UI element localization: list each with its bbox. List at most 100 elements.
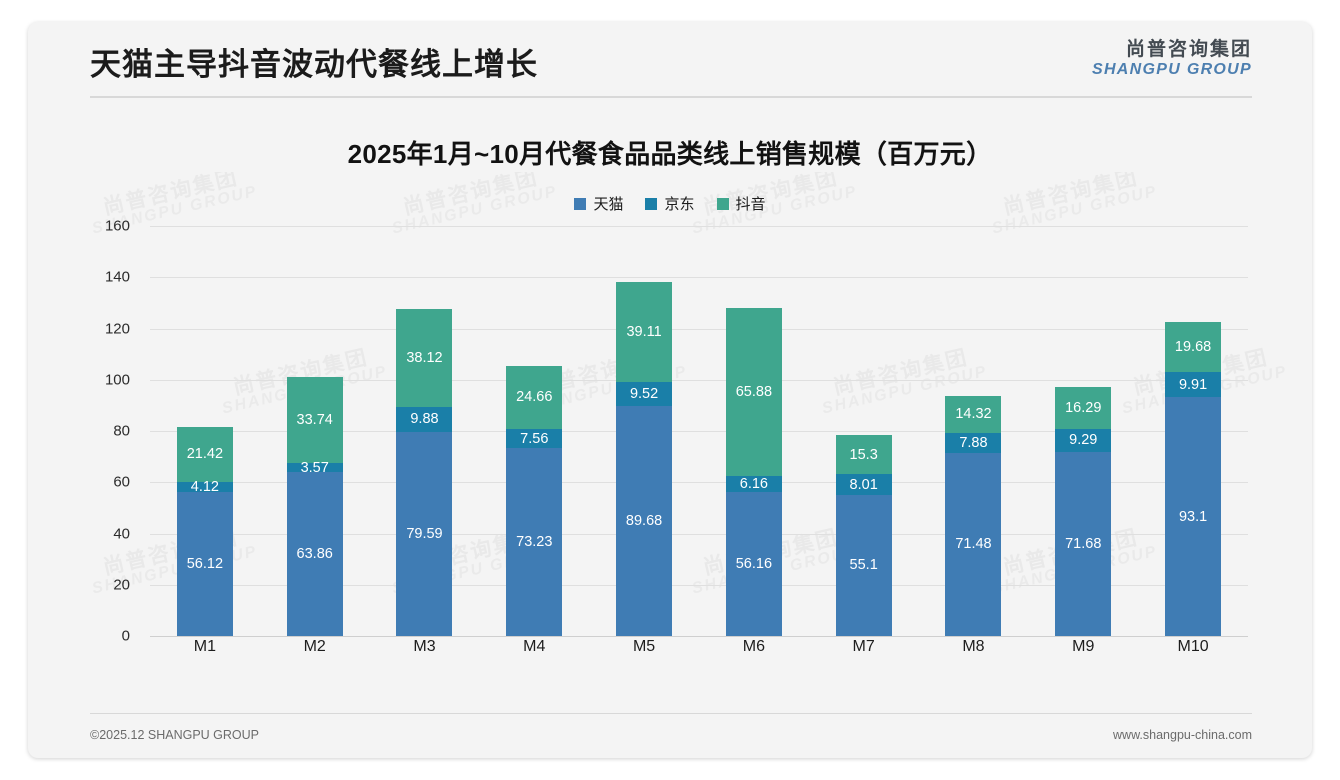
bar-segment-天猫-M4[interactable]: 73.23 — [506, 448, 563, 636]
bar-segment-抖音-M4[interactable]: 24.66 — [506, 365, 563, 429]
gridline — [150, 277, 1248, 279]
chart-x-axis: M1 M2 M3 M4 M5 M6 M7 M8 M9 M10 — [150, 638, 1248, 656]
bar-column-M7[interactable]: 15.3 8.01 55.1 — [835, 226, 892, 636]
legend-label: 京东 — [664, 196, 695, 213]
bar-value-label: 14.32 — [955, 406, 992, 423]
brand-logo: 尚普咨询集团 SHANGPU GROUP — [1092, 39, 1252, 82]
legend-label: 天猫 — [593, 196, 624, 213]
y-axis-tick-label: 0 — [121, 627, 130, 645]
legend-swatch-icon — [574, 197, 587, 210]
bar-value-label: 38.12 — [406, 349, 443, 366]
bar-segment-天猫-M9[interactable]: 71.68 — [1055, 452, 1112, 636]
bar-segment-抖音-M1[interactable]: 21.42 — [176, 426, 233, 482]
bar-column-M8[interactable]: 14.32 7.88 71.48 — [945, 226, 1002, 636]
bar-value-label: 9.29 — [1069, 432, 1098, 449]
x-axis-tick-label: M8 — [962, 638, 985, 655]
bar-segment-京东-M4[interactable]: 7.56 — [506, 429, 563, 449]
bar-column-M10[interactable]: 19.68 9.91 93.1 — [1165, 226, 1222, 636]
bar-value-label: 71.68 — [1065, 536, 1102, 553]
bar-segment-天猫-M6[interactable]: 56.16 — [725, 492, 782, 636]
chart-y-axis: 0 20 40 60 80 100 120 140 160 — [92, 218, 140, 645]
bar-value-label: 56.12 — [186, 556, 224, 573]
page-title: 天猫主导抖音波动代餐线上增长 — [90, 46, 538, 82]
chart-gridlines — [150, 226, 1248, 637]
gridline — [150, 636, 1248, 637]
bar-column-M5[interactable]: 39.11 9.52 89.68 — [616, 226, 673, 636]
bar-value-label: 24.66 — [516, 389, 553, 406]
footer-copyright: ©2025.12 SHANGPU GROUP — [90, 728, 259, 742]
bar-segment-京东-M2[interactable]: 3.57 — [286, 460, 343, 476]
bar-column-M4[interactable]: 24.66 7.56 73.23 — [506, 226, 563, 636]
bar-value-label: 9.91 — [1178, 376, 1208, 393]
bar-value-label: 3.57 — [300, 459, 329, 476]
gridline — [150, 431, 1248, 432]
bar-segment-天猫-M5[interactable]: 89.68 — [616, 406, 673, 636]
bar-segment-抖音-M3[interactable]: 38.12 — [396, 309, 453, 407]
bar-segment-抖音-M6[interactable]: 65.88 — [725, 307, 782, 477]
bar-segment-京东-M7[interactable]: 8.01 — [835, 474, 892, 495]
legend-label: 抖音 — [735, 196, 766, 213]
bar-segment-京东-M6[interactable]: 6.16 — [725, 476, 782, 492]
bar-segment-京东-M3[interactable]: 9.88 — [396, 406, 453, 433]
bar-value-label: 63.86 — [296, 546, 333, 563]
y-axis-tick-label: 60 — [113, 473, 130, 491]
bar-segment-抖音-M10[interactable]: 19.68 — [1165, 321, 1222, 373]
bar-value-label: 19.68 — [1174, 338, 1212, 355]
x-axis-tick-label: M3 — [413, 638, 436, 655]
bar-segment-天猫-M7[interactable]: 55.1 — [835, 494, 892, 636]
bar-segment-天猫-M2[interactable]: 63.86 — [286, 472, 343, 636]
gridline — [150, 533, 1248, 535]
bar-segment-天猫-M3[interactable]: 79.59 — [396, 432, 453, 636]
legend-item-抖音[interactable]: 抖音 — [716, 193, 766, 214]
bar-value-label: 9.52 — [629, 386, 659, 402]
bar-segment-抖音-M9[interactable]: 16.29 — [1055, 386, 1112, 429]
y-axis-tick-label: 40 — [113, 525, 130, 542]
bar-column-M2[interactable]: 33.74 3.57 63.86 — [286, 226, 343, 636]
bar-value-label: 4.12 — [190, 478, 219, 495]
header-divider — [90, 96, 1252, 98]
bar-segment-抖音-M5[interactable]: 39.11 — [616, 281, 673, 382]
x-axis-tick-label: M9 — [1072, 638, 1095, 655]
bar-segment-抖音-M8[interactable]: 14.32 — [945, 395, 1002, 433]
bar-segment-京东-M1[interactable]: 4.12 — [176, 478, 233, 495]
legend-item-京东[interactable]: 京东 — [645, 193, 695, 214]
x-axis-tick-label: M7 — [852, 638, 875, 655]
bar-column-M6[interactable]: 65.88 6.16 56.16 — [725, 226, 782, 636]
bar-value-label: 71.48 — [955, 536, 992, 553]
y-axis-tick-label: 100 — [104, 371, 130, 389]
x-axis-tick-label: M1 — [193, 638, 216, 655]
bar-value-label: 89.68 — [625, 513, 663, 530]
chart-title: 2025年1月~10月代餐食品品类线上销售规模（百万元） — [347, 139, 993, 169]
gridline — [150, 328, 1248, 330]
bar-value-label: 93.1 — [1178, 508, 1208, 525]
y-axis-tick-label: 140 — [104, 268, 130, 286]
bar-value-label: 21.42 — [186, 446, 224, 463]
bar-segment-抖音-M7[interactable]: 15.3 — [835, 435, 892, 475]
bar-value-label: 56.16 — [735, 556, 773, 573]
bar-column-M9[interactable]: 16.29 9.29 71.68 — [1055, 226, 1112, 636]
brand-logo-cn: 尚普咨询集团 — [1125, 39, 1252, 61]
bar-value-label: 33.74 — [296, 411, 333, 428]
bar-segment-京东-M5[interactable]: 9.52 — [616, 381, 673, 407]
bar-column-M1[interactable]: 21.42 4.12 56.12 — [176, 226, 233, 636]
x-axis-tick-label: M5 — [632, 638, 656, 655]
y-axis-tick-label: 120 — [104, 320, 130, 337]
bar-column-M3[interactable]: 38.12 9.88 79.59 — [396, 226, 453, 636]
bar-segment-抖音-M2[interactable]: 33.74 — [286, 376, 343, 464]
bar-segment-天猫-M10[interactable]: 93.1 — [1165, 397, 1222, 636]
bar-value-label: 15.3 — [849, 446, 878, 463]
bar-segment-京东-M10[interactable]: 9.91 — [1165, 372, 1222, 398]
legend-item-天猫[interactable]: 天猫 — [574, 193, 623, 214]
x-axis-tick-label: M6 — [742, 638, 765, 655]
bar-segment-天猫-M8[interactable]: 71.48 — [945, 452, 1002, 636]
bar-value-label: 65.88 — [735, 383, 773, 400]
chart-bars: 21.42 4.12 56.12 33.74 3.57 63.86 38.12 9.88 79.… — [150, 226, 1248, 636]
bar-segment-京东-M8[interactable]: 7.88 — [945, 432, 1002, 453]
slide-header: 天猫主导抖音波动代餐线上增长 尚普咨询集团 SHANGPU GROUP — [28, 22, 1312, 100]
brand-logo-en: SHANGPU GROUP — [1091, 60, 1252, 78]
bar-segment-天猫-M1[interactable]: 56.12 — [176, 492, 233, 636]
bar-value-label: 8.01 — [849, 476, 878, 493]
bar-segment-京东-M9[interactable]: 9.29 — [1055, 428, 1112, 453]
bar-value-label: 55.1 — [849, 557, 878, 574]
